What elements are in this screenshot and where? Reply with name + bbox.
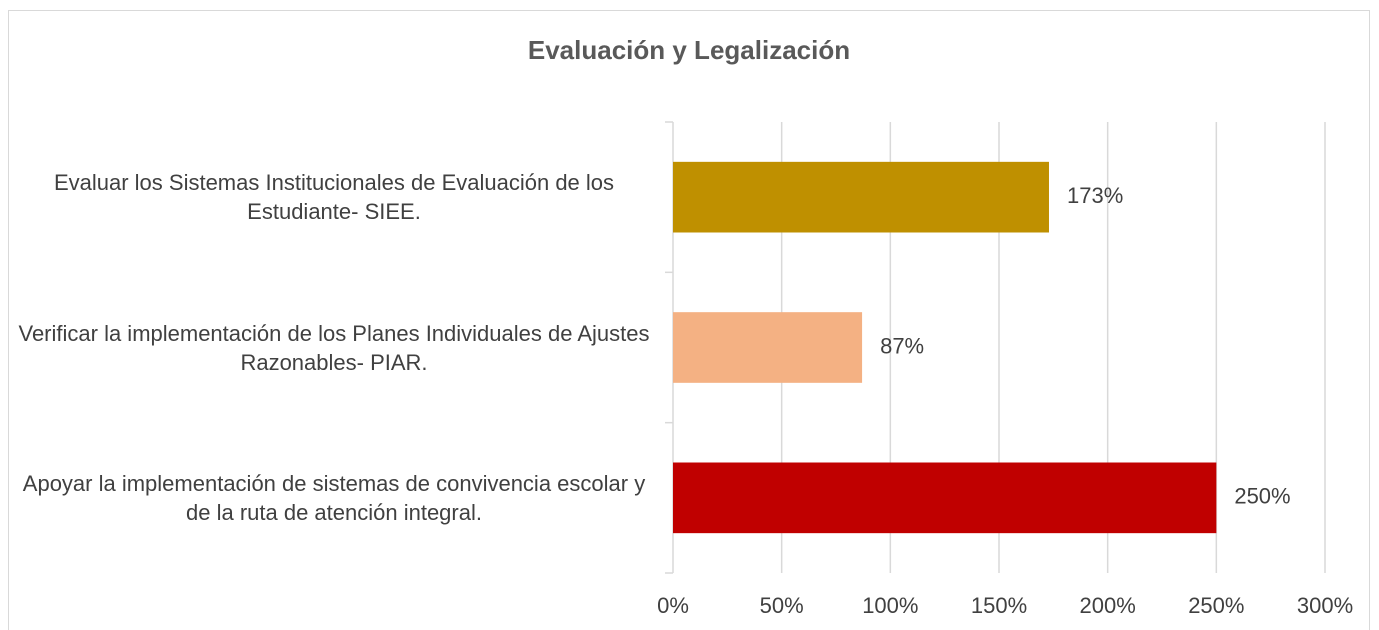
data-label: 250% — [1234, 484, 1290, 509]
y-tick-label: Evaluar los Sistemas Institucionales de … — [53, 170, 615, 225]
y-tick-label: Verificar la implementación de los Plane… — [18, 320, 650, 375]
x-tick-label: 150% — [971, 593, 1027, 618]
bar — [673, 161, 1049, 233]
x-tick-label: 300% — [1297, 593, 1353, 618]
data-label: 173% — [1067, 183, 1123, 208]
x-tick-label: 0% — [657, 593, 689, 618]
bar — [673, 312, 863, 383]
x-tick-label: 200% — [1080, 593, 1136, 618]
x-tick-label: 100% — [862, 593, 918, 618]
bar — [673, 462, 1217, 534]
x-tick-label: 50% — [760, 593, 804, 618]
data-label: 87% — [880, 333, 924, 358]
chart-title: Evaluación y Legalización — [528, 35, 850, 65]
y-tick-label: Apoyar la implementación de sistemas de … — [22, 470, 646, 525]
x-tick-label: 250% — [1188, 593, 1244, 618]
